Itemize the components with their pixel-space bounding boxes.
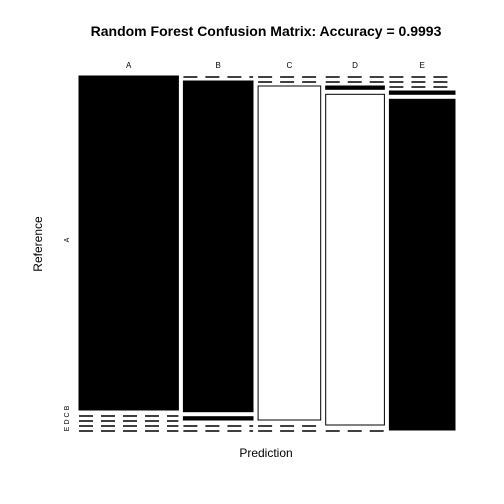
chart-title: Random Forest Confusion Matrix: Accuracy… [91, 23, 442, 39]
column-label-b: B [216, 61, 221, 70]
column-label-c: C [287, 61, 293, 70]
tile-e-d [388, 90, 456, 95]
mosaic-tiles [78, 75, 456, 432]
tile-e-e [388, 98, 456, 431]
tile-d-c [325, 85, 385, 90]
row-label-e: E [64, 426, 71, 431]
row-label-c: C [64, 412, 71, 417]
tile-b-c [182, 416, 254, 421]
column-labels: A B C D E [126, 61, 425, 70]
column-label-e: E [420, 61, 425, 70]
tile-c-c [257, 85, 322, 421]
column-label-d: D [352, 61, 358, 70]
tile-a-a [78, 75, 179, 411]
tile-d-d [325, 93, 385, 426]
row-label-a: A [64, 237, 71, 242]
row-label-d: D [64, 419, 71, 424]
y-axis-label: Reference [31, 216, 45, 272]
x-axis-label: Prediction [239, 446, 292, 460]
column-label-a: A [126, 61, 132, 70]
tile-b-b [182, 80, 254, 413]
row-label-b: B [64, 405, 71, 410]
